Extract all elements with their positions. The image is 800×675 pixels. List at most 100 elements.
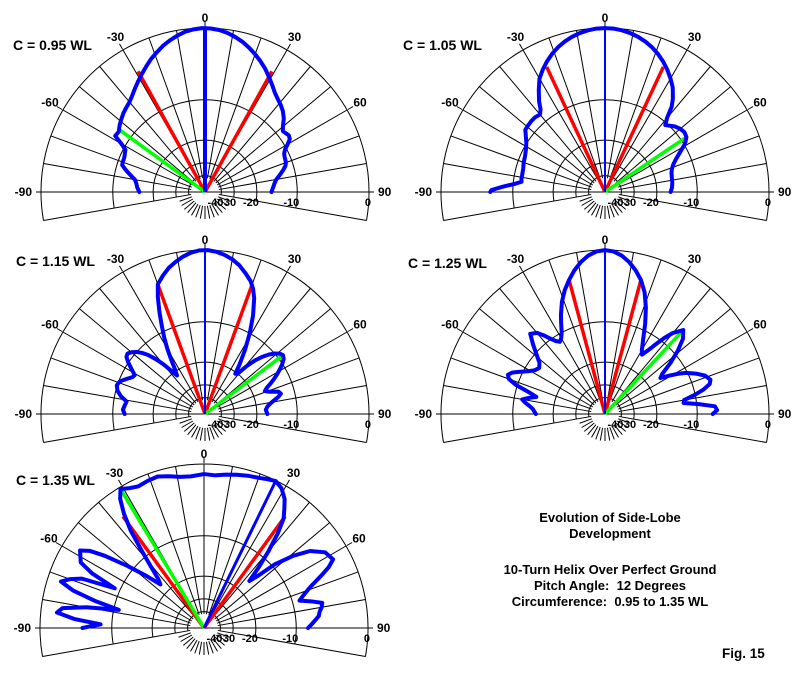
plot-title: C = 1.15 WL <box>16 253 95 269</box>
grid-below-horizon-tick <box>209 426 215 440</box>
sidelobe-marker-line <box>603 328 685 416</box>
beamwidth-marker-line <box>567 280 607 415</box>
grid-radial <box>443 193 592 221</box>
grid-below-horizon-tick <box>587 202 597 214</box>
grid-below-horizon-tick <box>206 205 211 219</box>
grid-below-horizon-tick <box>214 636 226 646</box>
grid-below-horizon-tick <box>199 205 204 219</box>
grid-below-horizon-tick <box>595 204 601 218</box>
angle-tick <box>347 328 354 332</box>
beamwidth-marker-line <box>603 66 665 193</box>
beamwidth-marker-line <box>603 280 643 415</box>
angle-label-90: 90 <box>378 407 392 421</box>
sidelobe-marker-line <box>119 488 206 629</box>
grid-radial <box>615 86 731 184</box>
grid-radial <box>79 86 195 184</box>
grid-below-horizon-tick <box>186 638 196 650</box>
scale-label--40db: -40 <box>207 419 223 431</box>
plot-labels: 0-30 30-60 60-90 90-40 30 -20 -10 0C = 0.95 WL <box>13 11 392 209</box>
grid-below-horizon-tick <box>215 200 227 210</box>
grid-below-horizon-tick <box>208 640 214 654</box>
grid-radial <box>617 357 760 410</box>
scale-label--10db: -10 <box>283 419 299 431</box>
grid-below-horizon-tick <box>581 198 594 206</box>
grid-radial <box>43 385 192 413</box>
pattern-trace <box>54 472 336 630</box>
grid-radial <box>205 466 233 615</box>
angle-tick <box>687 265 691 272</box>
plot-title: C = 1.05 WL <box>403 37 482 53</box>
angle-label--30: -30 <box>107 30 125 44</box>
scale-label--40db: -40 <box>206 633 222 645</box>
angle-tick <box>519 265 523 272</box>
grid-radial <box>217 135 360 188</box>
grid-radial <box>216 109 348 186</box>
grid-below-horizon-tick <box>217 196 231 202</box>
scale-label-0db: 0 <box>364 633 370 645</box>
beamwidth-marker-line <box>156 283 207 415</box>
grid-radial <box>216 571 359 624</box>
figure-caption: Evolution of Side-Lobe Development 10-Tu… <box>420 510 800 610</box>
angle-label-30: 30 <box>688 252 702 266</box>
grid-below-horizon-tick <box>183 422 195 432</box>
grid-radial <box>214 522 330 620</box>
grid-radial <box>215 545 347 622</box>
grid-below-horizon-tick <box>195 204 201 218</box>
figure-number: Fig. 15 <box>722 646 765 661</box>
scale-label--10db: -10 <box>283 197 299 209</box>
scale-label--20db: -20 <box>643 197 659 209</box>
grid-below-horizon-tick <box>617 196 631 202</box>
grid-radial <box>618 163 767 191</box>
beamwidth-marker-line <box>202 515 287 630</box>
angle-tick <box>687 43 691 50</box>
grid-radial <box>606 30 634 179</box>
grid-radial <box>147 473 200 616</box>
grid-radial <box>443 163 592 191</box>
grid-radial <box>43 415 192 443</box>
grid-radial <box>576 30 604 179</box>
caption-title-line1: Evolution of Side-Lobe <box>539 510 681 525</box>
scale-label--10db: -10 <box>683 419 699 431</box>
scale-label--20db: -20 <box>243 197 259 209</box>
grid-radial <box>99 66 197 182</box>
grid-radial <box>443 385 592 413</box>
grid-radial <box>499 288 597 404</box>
grid-radial <box>61 545 193 622</box>
angle-label-60: 60 <box>353 318 367 332</box>
grid-below-horizon-tick <box>199 427 204 441</box>
sidelobe-marker-line <box>203 353 285 416</box>
grid-below-horizon-tick <box>195 426 201 440</box>
grid-radial <box>450 357 593 410</box>
caption-detail-line1: 10-Turn Helix Over Perfect Ground <box>503 562 717 577</box>
grid-below-horizon-tick <box>215 634 228 642</box>
angle-label--90: -90 <box>415 407 433 421</box>
grid-radial <box>576 252 604 401</box>
plot-title: C = 1.35 WL <box>16 472 95 488</box>
plot-title: C = 1.25 WL <box>408 255 487 271</box>
scale-label--10db: -10 <box>683 197 699 209</box>
cursor-line[interactable] <box>202 479 278 629</box>
grid-below-horizon-tick <box>616 198 629 206</box>
grid-below-horizon-tick <box>579 418 593 424</box>
grid-below-horizon-tick <box>181 198 194 206</box>
angle-label--30: -30 <box>107 252 125 266</box>
pattern-trace <box>505 248 720 416</box>
grid-below-horizon-tick <box>579 196 593 202</box>
grid-below-horizon-tick <box>215 422 227 432</box>
angle-label-0: 0 <box>202 233 209 247</box>
grid-radial <box>217 599 366 627</box>
grid-radial <box>62 331 194 408</box>
grid-below-horizon-tick <box>611 203 619 216</box>
grid-radial <box>617 135 760 188</box>
plot-labels: 0-30 30-60 60-90 90-40 30 -20 -10 0C = 1.35 WL <box>14 447 391 645</box>
angle-tick <box>346 542 353 546</box>
grid-radial <box>148 37 201 180</box>
grid-radial <box>450 135 593 188</box>
grid-below-horizon-tick <box>194 640 200 654</box>
angle-label-0: 0 <box>202 11 209 25</box>
grid-below-horizon-tick <box>211 203 219 216</box>
angle-tick <box>519 43 523 50</box>
angle-tick <box>747 328 754 332</box>
pattern-trace <box>113 26 292 194</box>
grid-below-horizon-tick <box>187 424 197 436</box>
